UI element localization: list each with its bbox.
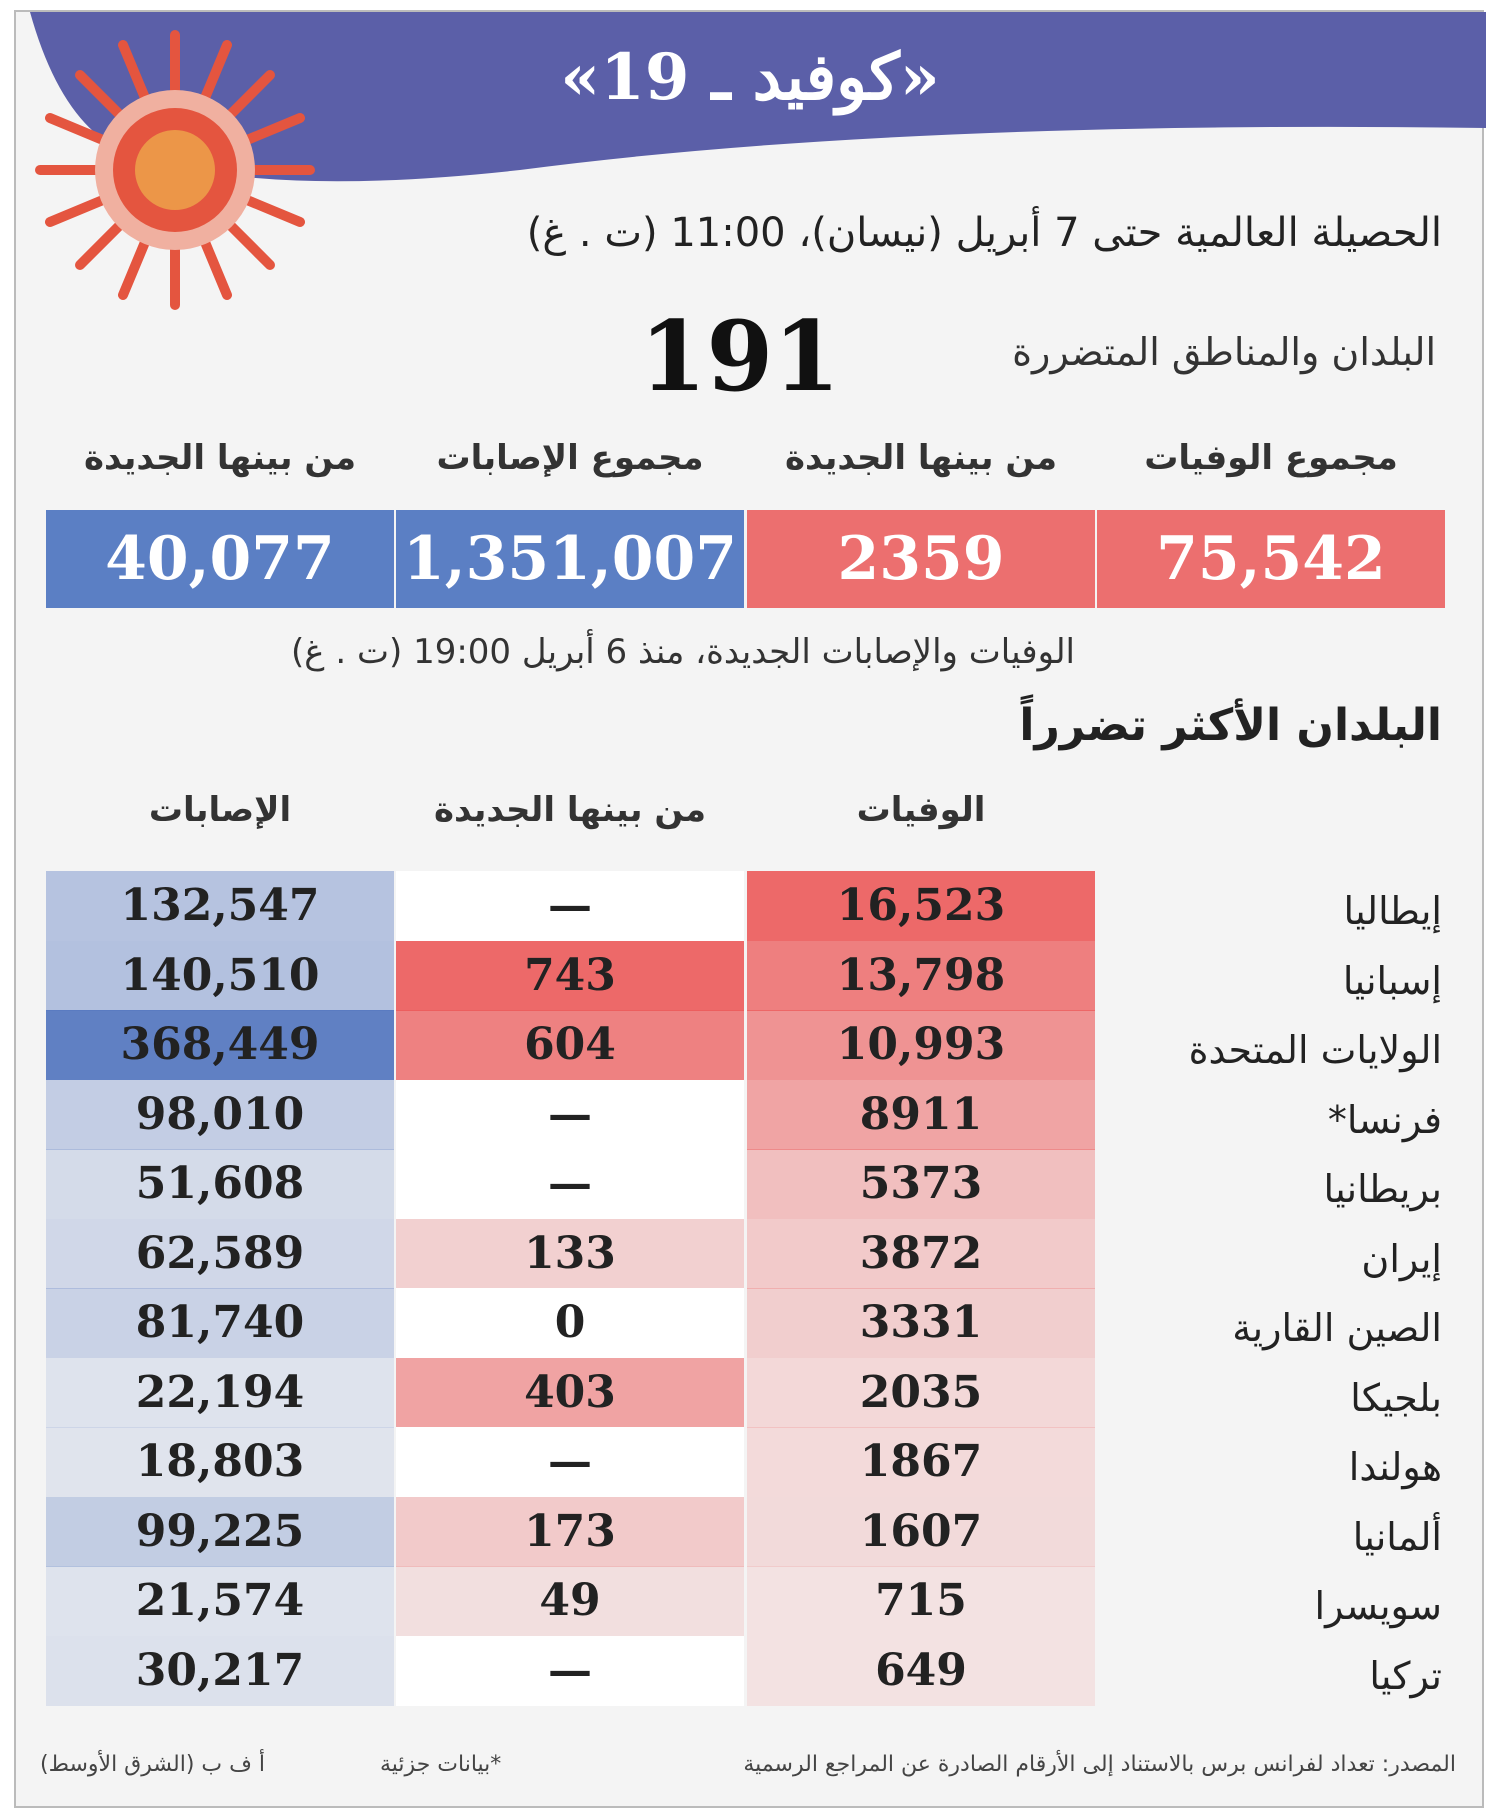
country-name: إسبانيا [1342,958,1442,1003]
country-name: الصين القارية [1232,1306,1442,1350]
table-cell: 715 [747,1566,1095,1636]
total-label: من بينها الجديدة [784,438,1058,478]
country-name: بلجيكا [1350,1375,1442,1420]
table-cell: 133 [396,1218,744,1289]
country-name: سويسرا [1314,1584,1442,1628]
table-cell: 13,798 [747,940,1095,1011]
country-name: فرنسا* [1327,1097,1442,1142]
countries-count: 191 [639,300,840,413]
column-header: الإصابات [148,790,292,830]
table-cell: 5373 [747,1149,1095,1219]
table-cell: 3872 [747,1218,1095,1289]
table-cell: — [396,1635,744,1706]
table-cell: 368,449 [46,1010,394,1080]
table-cell: 403 [396,1357,744,1428]
country-name: إيران [1361,1236,1442,1281]
column-header: الوفيات [856,790,986,830]
table-cell: — [396,1079,744,1150]
table-cell: 98,010 [46,1079,394,1150]
table-cell: 18,803 [46,1427,394,1497]
table-cell: — [396,1149,744,1219]
table-cell: 743 [396,940,744,1011]
country-name: ألمانيا [1352,1514,1442,1559]
table-cell: 81,740 [46,1288,394,1358]
table-cell: — [396,871,744,941]
source: المصدر: تعداد لفرانس برس بالاستناد إلى ا… [743,1752,1456,1777]
table-cell: 1867 [747,1427,1095,1497]
countries-label: البلدان والمناطق المتضررة [1012,330,1436,374]
table-cell: 649 [747,1635,1095,1706]
table-cell: 8911 [747,1079,1095,1150]
country-name: الولايات المتحدة [1188,1028,1442,1072]
table-cell: 2035 [747,1357,1095,1428]
country-name: تركيا [1369,1653,1442,1698]
note: الوفيات والإصابات الجديدة، منذ 6 أبريل 1… [291,632,1075,672]
title: «كوفيد ـ 19» [560,40,940,115]
country-name: هولندا [1348,1445,1442,1489]
table-title: البلدان الأكثر تضرراً [1019,700,1442,751]
total-value: 40,077 [46,510,394,608]
table-cell: — [396,1427,744,1497]
banner-art [30,12,1486,310]
table-cell: 140,510 [46,940,394,1011]
table-cell: 99,225 [46,1496,394,1567]
total-label: مجموع الإصابات [436,438,704,478]
credit: أ ف ب (الشرق الأوسط) [40,1752,266,1777]
banner [30,12,1486,182]
total-label: مجموع الوفيات [1144,438,1398,478]
country-name: إيطاليا [1343,889,1442,933]
table-cell: 0 [396,1288,744,1358]
virus-icon [35,30,315,310]
table-cell: 30,217 [46,1635,394,1706]
table-cell: 49 [396,1566,744,1636]
table-cell: 62,589 [46,1218,394,1289]
table-cell: 22,194 [46,1357,394,1428]
table-cell: 173 [396,1496,744,1567]
table-cell: 21,574 [46,1566,394,1636]
partial-note: *بيانات جزئية [380,1752,502,1777]
country-name: بريطانيا [1323,1167,1443,1211]
table-cell: 604 [396,1010,744,1080]
table-cell: 132,547 [46,871,394,941]
table-cell: 3331 [747,1288,1095,1358]
total-value: 1,351,007 [396,510,744,608]
table-cell: 10,993 [747,1010,1095,1080]
table-cell: 1607 [747,1496,1095,1567]
table-cell: 16,523 [747,871,1095,941]
table-cell: 51,608 [46,1149,394,1219]
total-label: من بينها الجديدة [83,438,357,478]
total-value: 75,542 [1097,510,1445,608]
total-value: 2359 [747,510,1095,608]
subtitle: الحصيلة العالمية حتى 7 أبريل (نيسان)، 11… [526,210,1442,256]
column-header: من بينها الجديدة [433,790,707,830]
